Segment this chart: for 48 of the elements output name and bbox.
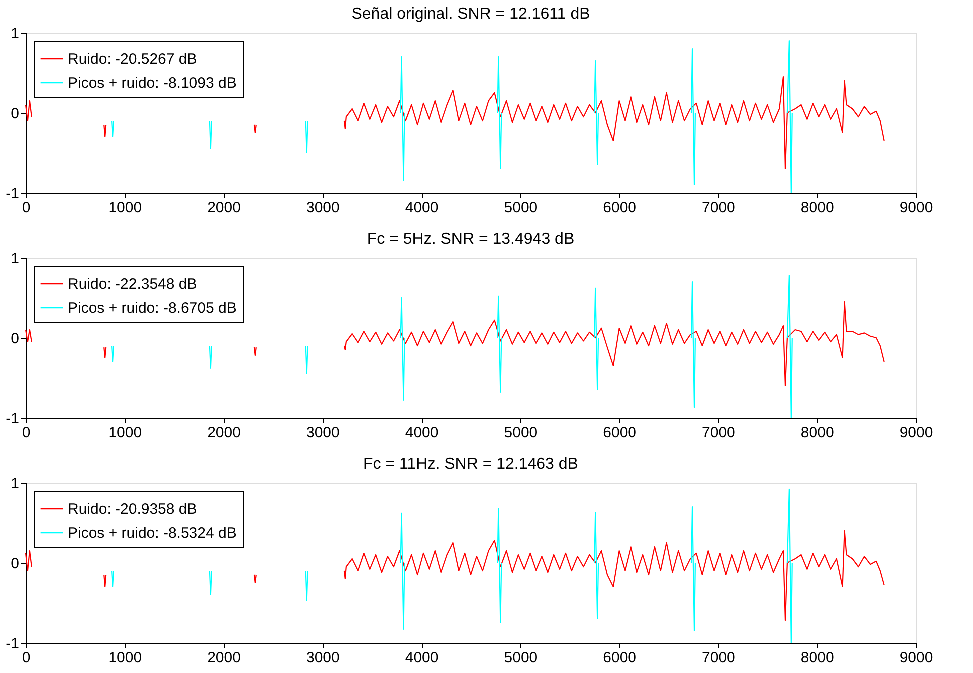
x-tick-label: 8000 bbox=[800, 200, 834, 216]
y-tick-label: 0 bbox=[11, 330, 20, 348]
x-tick-label: 2000 bbox=[208, 650, 241, 666]
y-tick-label: 1 bbox=[11, 26, 20, 42]
legend-label: Ruido: -20.9358 dB bbox=[68, 501, 198, 518]
x-tick-label: 9000 bbox=[900, 424, 934, 442]
chart-title: Fc = 11Hz. SNR = 12.1463 dB bbox=[364, 456, 578, 473]
legend-label: Ruido: -22.3548 dB bbox=[68, 276, 198, 293]
y-tick-label: -1 bbox=[6, 636, 20, 652]
x-tick-label: 4000 bbox=[405, 200, 439, 216]
x-tick-label: 7000 bbox=[702, 424, 736, 442]
x-tick-label: 0 bbox=[22, 200, 31, 216]
x-tick-label: 4000 bbox=[405, 424, 439, 442]
x-tick-label: 6000 bbox=[603, 424, 637, 442]
y-tick-label: -1 bbox=[6, 410, 20, 428]
y-tick-label: 1 bbox=[11, 476, 20, 492]
x-tick-label: 6000 bbox=[603, 650, 637, 666]
y-tick-label: -1 bbox=[6, 186, 20, 202]
chart-title: Señal original. SNR = 12.1611 dB bbox=[352, 6, 590, 23]
x-tick-label: 9000 bbox=[900, 650, 934, 666]
x-tick-label: 0 bbox=[22, 424, 31, 442]
x-tick-label: 5000 bbox=[504, 200, 538, 216]
x-tick-label: 7000 bbox=[702, 650, 736, 666]
x-tick-label: 5000 bbox=[504, 650, 538, 666]
x-tick-label: 2000 bbox=[208, 200, 241, 216]
x-tick-label: 3000 bbox=[306, 424, 340, 442]
legend-label: Ruido: -20.5267 dB bbox=[68, 51, 198, 68]
x-tick-label: 8000 bbox=[800, 650, 834, 666]
x-tick-label: 7000 bbox=[702, 200, 736, 216]
x-tick-label: 8000 bbox=[800, 424, 834, 442]
x-tick-label: 3000 bbox=[306, 200, 340, 216]
x-tick-label: 1000 bbox=[108, 650, 142, 666]
x-tick-label: 3000 bbox=[306, 650, 340, 666]
x-tick-label: 2000 bbox=[208, 424, 241, 442]
legend-label: Picos + ruido: -8.6705 dB bbox=[68, 300, 237, 317]
legend-label: Picos + ruido: -8.5324 dB bbox=[68, 525, 237, 542]
y-tick-label: 0 bbox=[11, 556, 20, 572]
x-tick-label: 1000 bbox=[108, 424, 142, 442]
legend-label: Picos + ruido: -8.1093 dB bbox=[68, 75, 237, 92]
chart-title: Fc = 5Hz. SNR = 13.4943 dB bbox=[367, 231, 575, 248]
x-tick-label: 5000 bbox=[504, 424, 538, 442]
x-tick-label: 0 bbox=[22, 650, 31, 666]
x-tick-label: 1000 bbox=[108, 200, 142, 216]
x-tick-label: 9000 bbox=[900, 200, 934, 216]
y-tick-label: 0 bbox=[11, 106, 20, 122]
y-tick-label: 1 bbox=[11, 250, 20, 268]
x-tick-label: 4000 bbox=[405, 650, 439, 666]
x-tick-label: 6000 bbox=[603, 200, 637, 216]
